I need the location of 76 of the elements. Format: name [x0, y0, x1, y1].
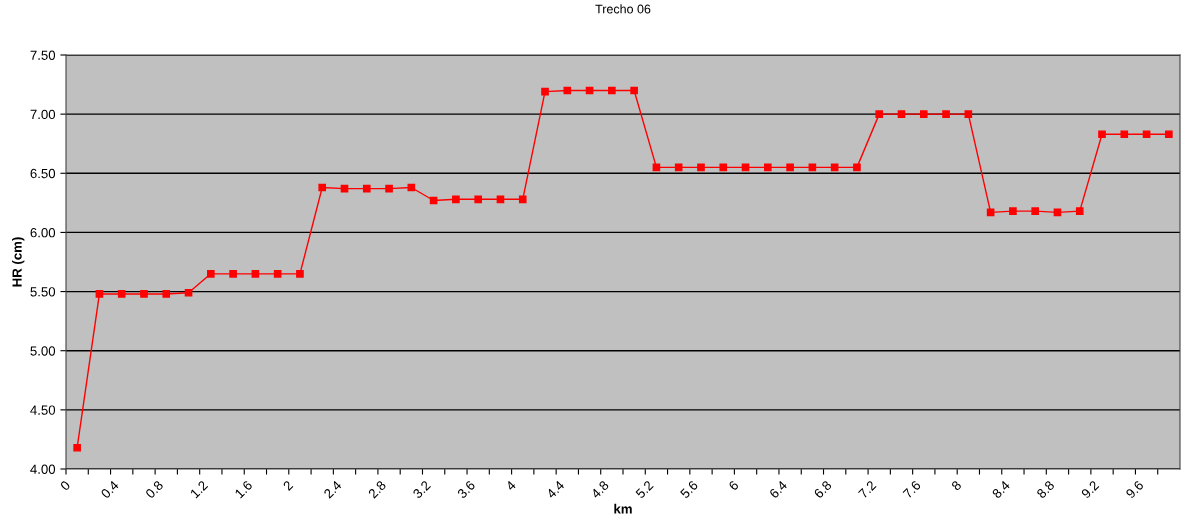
- x-tick-label: 2.4: [323, 479, 342, 499]
- x-tick-label: 0.8: [144, 480, 164, 499]
- point: [942, 110, 950, 118]
- x-tick-label: 8.4: [991, 479, 1011, 499]
- point: [697, 163, 705, 172]
- point: [1075, 207, 1084, 215]
- x-tick-label: 1.6: [234, 480, 253, 499]
- point: [541, 87, 549, 96]
- y-axis-title: HR (cm): [12, 237, 25, 287]
- point: [1009, 207, 1017, 215]
- point: [362, 184, 371, 193]
- y-tick-label: 5.50: [30, 287, 56, 297]
- chart-title: Trecho 06: [595, 4, 651, 14]
- x-tick-label: 0: [59, 480, 71, 492]
- point: [1031, 207, 1040, 215]
- x-tick-label: 9.2: [1080, 480, 1100, 499]
- y-tick-label: 6.50: [30, 168, 56, 179]
- point: [518, 195, 527, 204]
- point: [919, 110, 928, 118]
- x-tick-label: 2.8: [367, 480, 387, 499]
- point: [184, 288, 193, 297]
- x-tick-label: 8.8: [1036, 480, 1055, 499]
- x-tick-label: 5.2: [635, 480, 654, 499]
- point: [674, 163, 683, 172]
- point: [875, 110, 884, 118]
- point: [140, 290, 148, 298]
- point: [763, 163, 772, 172]
- y-tick-label: 7.00: [30, 109, 56, 120]
- x-tick-label: 0.4: [100, 479, 120, 499]
- point: [296, 270, 304, 278]
- x-tick-label: 2: [282, 480, 294, 491]
- x-tick-label: 4.8: [590, 480, 610, 500]
- x-tick-label: 3.2: [412, 480, 431, 499]
- x-tick-label: 3.6: [456, 480, 476, 499]
- point: [1165, 130, 1173, 139]
- x-tick-label: 4: [505, 480, 517, 492]
- x-tick-label: 6: [728, 480, 740, 491]
- point: [608, 86, 616, 95]
- x-tick-label: 7.2: [857, 480, 877, 499]
- x-tick-label: 6.4: [768, 479, 788, 499]
- point: [964, 110, 973, 118]
- point: [229, 270, 237, 278]
- point: [95, 290, 104, 298]
- point: [162, 290, 171, 298]
- y-tick-label: 6.00: [30, 228, 56, 238]
- x-tick-label: 5.6: [679, 480, 699, 499]
- point: [206, 270, 215, 278]
- point: [273, 270, 282, 278]
- point: [474, 195, 483, 204]
- x-axis-title: km: [614, 503, 632, 514]
- y-tick-label: 5.00: [30, 346, 56, 356]
- point: [385, 184, 393, 193]
- y-tick-label: 7.50: [30, 50, 56, 60]
- x-tick-label: 6.8: [813, 480, 833, 499]
- point: [1098, 130, 1106, 139]
- point: [496, 195, 505, 204]
- x-tick-label: 4.4: [545, 480, 565, 499]
- point: [897, 110, 906, 118]
- point: [719, 163, 728, 172]
- x-tick-label: 1.2: [189, 480, 209, 499]
- point: [318, 183, 327, 192]
- point: [630, 86, 638, 95]
- point: [117, 290, 126, 298]
- point: [452, 195, 460, 204]
- y-tick-label: 4.50: [30, 405, 56, 415]
- point: [853, 163, 861, 172]
- point: [563, 86, 572, 95]
- y-tick-label: 4.00: [30, 464, 56, 474]
- point: [786, 163, 794, 172]
- x-tick-label: 7.6: [902, 480, 922, 499]
- point: [1142, 130, 1151, 139]
- x-tick-label: 9.6: [1125, 480, 1145, 499]
- point: [73, 443, 81, 452]
- x-tick-label: 8: [950, 480, 962, 492]
- point: [1120, 130, 1129, 139]
- point: [251, 270, 260, 278]
